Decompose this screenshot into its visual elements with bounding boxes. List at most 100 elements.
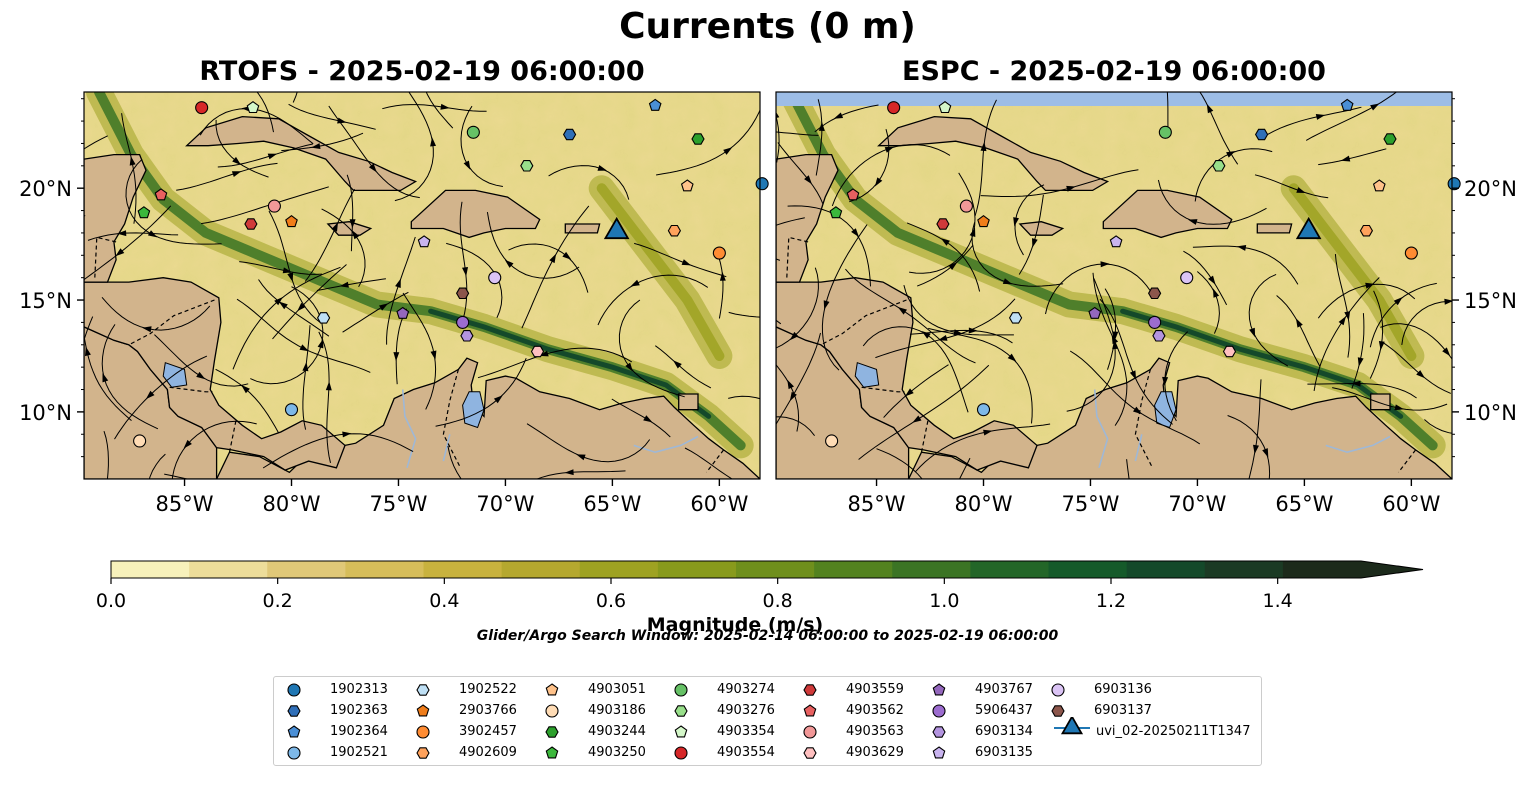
streamline-arrow (1128, 524, 1134, 533)
legend-label: 4903767 (975, 682, 1033, 697)
streamline-arrow (1416, 370, 1425, 379)
streamline-arrow (129, 156, 136, 166)
streamline-arrow (1253, 444, 1259, 455)
streamline (201, 186, 329, 225)
streamline-arrow (630, 279, 640, 287)
legend-symbol (674, 746, 688, 760)
x-tick-label: 70°W (476, 492, 534, 516)
legend-symbol (287, 683, 301, 697)
streamline (1194, 148, 1273, 202)
legend-label: 1902364 (330, 724, 388, 739)
float-markers (825, 98, 1461, 448)
marker-4903354 (246, 101, 260, 114)
marker-4903559 (244, 218, 258, 230)
streamline (316, 278, 386, 291)
current-band-core (596, 183, 725, 361)
streamline-arrow (643, 415, 653, 423)
streamline (1369, 282, 1437, 348)
marker-4903244 (1383, 133, 1397, 145)
streamline-arrow (1262, 448, 1269, 458)
legend-label: 4903276 (717, 703, 775, 718)
streamline-arrow (282, 267, 293, 274)
colorbar-segment (189, 561, 268, 578)
streamline-arrow (921, 331, 931, 339)
streamline-arrow (102, 372, 109, 383)
streamline-arrow (753, 486, 763, 492)
streamline (849, 128, 890, 203)
streamline (831, 144, 951, 207)
marker-4903051 (680, 179, 694, 192)
search-window-text: Glider/Argo Search Window: 2025-02-14 06… (476, 628, 1059, 644)
streamline (1196, 271, 1220, 334)
current-jet (428, 308, 712, 419)
streamline-arrow (278, 301, 288, 310)
marker-4903051 (1372, 179, 1386, 192)
streamline (776, 363, 800, 432)
streamline (776, 332, 821, 426)
streamline (486, 212, 580, 279)
streamline (777, 142, 824, 205)
colorbar-segment (892, 561, 971, 578)
streamline-arrow (379, 303, 389, 311)
y-tick-label-right: 20°N (1464, 177, 1517, 201)
streamline (154, 334, 249, 387)
colorbar-tick-label: 0.4 (429, 590, 459, 612)
streamlines (776, 92, 1452, 533)
streamline-arrow (673, 360, 682, 369)
legend-label: 2903766 (459, 703, 517, 718)
streamline-arrow (1013, 217, 1019, 227)
river (1134, 434, 1143, 462)
legend-label: 4902609 (459, 745, 517, 760)
streamline (776, 267, 819, 349)
legend-marker (287, 725, 301, 738)
espc-map-panel (775, 91, 1461, 533)
marker-3902457 (712, 246, 726, 260)
streamline-arrow (776, 111, 780, 118)
colorbar-segment (579, 561, 659, 578)
streamline (980, 169, 1139, 197)
streamline (611, 398, 671, 438)
streamline (346, 174, 354, 252)
streamline (875, 298, 1016, 359)
marker-4903354 (938, 101, 952, 114)
streamline (1157, 179, 1267, 225)
streamline (435, 358, 527, 427)
river (1093, 389, 1109, 469)
streamline (1261, 106, 1362, 139)
marker-1902521 (976, 403, 991, 417)
streamline-arrow (1133, 406, 1142, 415)
streamline (84, 135, 108, 150)
streamline-arrow (787, 379, 794, 390)
legend-symbol (287, 746, 301, 760)
streamline-arrow (549, 253, 557, 264)
streamline (1317, 283, 1416, 319)
streamline-arrow (85, 346, 91, 357)
legend-marker (932, 683, 946, 696)
streamline-arrow (904, 388, 914, 397)
streamline (1351, 313, 1365, 389)
streamline-arrow (1032, 238, 1038, 248)
legend-label: 5906437 (975, 703, 1033, 718)
panel-frame (83, 91, 761, 480)
marker-1902313 (755, 177, 769, 191)
marker-4902609 (1359, 224, 1374, 237)
streamline-arrow (597, 165, 607, 171)
streamline (114, 355, 208, 440)
streamline-arrow (299, 344, 309, 352)
legend-label: 3902457 (459, 724, 517, 739)
legend-symbol (803, 684, 817, 696)
marker-4903767 (396, 306, 410, 319)
marker-3902457 (1404, 246, 1418, 260)
marker-6903135 (417, 235, 431, 248)
marker-4903563 (959, 199, 973, 213)
marker-6903137 (455, 287, 470, 300)
streamline-arrow (103, 489, 109, 498)
streamline-arrow (1340, 155, 1351, 162)
streamline-arrow (1344, 311, 1351, 321)
streamline (862, 326, 969, 413)
streamline (776, 131, 819, 136)
legend-marker (803, 684, 817, 696)
y-tick-label-right: 10°N (1464, 401, 1517, 425)
colorbar-segment (111, 561, 190, 578)
streamline-arrow (833, 112, 844, 119)
